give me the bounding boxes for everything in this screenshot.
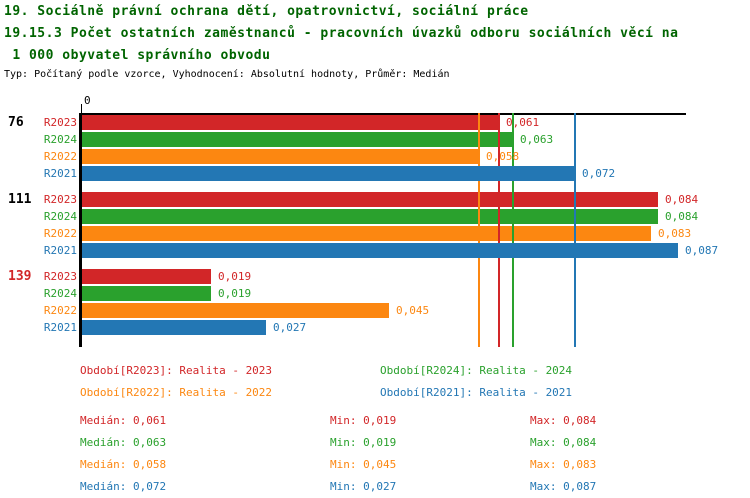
report-title-line-3: 1 000 obyvatel správního obvodu [4, 48, 271, 63]
legend-item-r2023: Období[R2023]: Realita - 2023 [80, 364, 273, 377]
bar-r2021-group-76 [82, 166, 575, 181]
report-title-line-1: 19. Sociálně právní ochrana dětí, opatro… [4, 4, 529, 19]
y-axis-line [79, 113, 82, 347]
report-title-line-2: 19.15.3 Počet ostatních zaměstnanců - pr… [4, 26, 679, 41]
group-label-139: 139 [8, 269, 32, 284]
bar-value-label: 0,019 [218, 287, 252, 300]
legend-item-r2024: Období[R2024]: Realita - 2024 [380, 364, 573, 377]
bar-r2024-group-111 [82, 209, 658, 224]
x-axis-tick [81, 104, 82, 113]
bar-value-label: 0,019 [218, 270, 252, 283]
stat-median-r2022: Medián: 0,058 [80, 458, 167, 471]
stat-min-r2024: Min: 0,019 [330, 436, 397, 449]
bar-value-label: 0,058 [486, 150, 520, 163]
bar-r2024-group-139 [82, 286, 211, 301]
bar-series-label: R2021 [43, 167, 77, 180]
bar-value-label: 0,061 [506, 116, 540, 129]
bar-series-label: R2022 [43, 150, 77, 163]
legend-item-r2022: Období[R2022]: Realita - 2022 [80, 386, 273, 399]
group-label-111: 111 [8, 192, 32, 207]
median-line-r2022 [478, 113, 480, 347]
bar-series-label: R2022 [43, 304, 77, 317]
bar-series-label: R2024 [43, 210, 77, 223]
stat-median-r2023: Medián: 0,061 [80, 414, 167, 427]
bar-series-label: R2023 [43, 116, 77, 129]
bar-r2021-group-111 [82, 243, 678, 258]
median-line-r2021 [574, 113, 576, 347]
stat-median-r2021: Medián: 0,072 [80, 480, 167, 493]
bar-value-label: 0,087 [685, 244, 719, 257]
bar-value-label: 0,045 [396, 304, 430, 317]
stat-max-r2022: Max: 0,083 [530, 458, 597, 471]
bar-series-label: R2022 [43, 227, 77, 240]
bar-series-label: R2023 [43, 193, 77, 206]
bar-series-label: R2024 [43, 287, 77, 300]
stat-max-r2024: Max: 0,084 [530, 436, 597, 449]
bar-r2022-group-111 [82, 226, 651, 241]
group-label-76: 76 [8, 115, 24, 130]
stat-min-r2022: Min: 0,045 [330, 458, 397, 471]
bar-r2021-group-139 [82, 320, 266, 335]
bar-value-label: 0,027 [273, 321, 307, 334]
bar-series-label: R2023 [43, 270, 77, 283]
bar-series-label: R2024 [43, 133, 77, 146]
bar-r2022-group-76 [82, 149, 479, 164]
bar-r2023-group-76 [82, 115, 499, 130]
bar-r2022-group-139 [82, 303, 389, 318]
bar-value-label: 0,084 [665, 193, 699, 206]
bar-r2023-group-139 [82, 269, 211, 284]
bar-value-label: 0,072 [582, 167, 616, 180]
stat-min-r2023: Min: 0,019 [330, 414, 397, 427]
bar-r2023-group-111 [82, 192, 658, 207]
stat-min-r2021: Min: 0,027 [330, 480, 397, 493]
stat-median-r2024: Medián: 0,063 [80, 436, 167, 449]
x-axis-origin-label: 0 [84, 94, 91, 107]
bar-value-label: 0,063 [520, 133, 554, 146]
stat-max-r2023: Max: 0,084 [530, 414, 597, 427]
bar-series-label: R2021 [43, 244, 77, 257]
report-subtitle: Typ: Počítaný podle vzorce, Vyhodnocení:… [4, 69, 450, 80]
median-line-r2023 [498, 113, 500, 347]
bar-series-label: R2021 [43, 321, 77, 334]
bar-value-label: 0,083 [658, 227, 692, 240]
bar-value-label: 0,084 [665, 210, 699, 223]
x-axis-line [80, 113, 686, 115]
stat-max-r2021: Max: 0,087 [530, 480, 597, 493]
legend-item-r2021: Období[R2021]: Realita - 2021 [380, 386, 573, 399]
median-line-r2024 [512, 113, 514, 347]
bar-r2024-group-76 [82, 132, 513, 147]
